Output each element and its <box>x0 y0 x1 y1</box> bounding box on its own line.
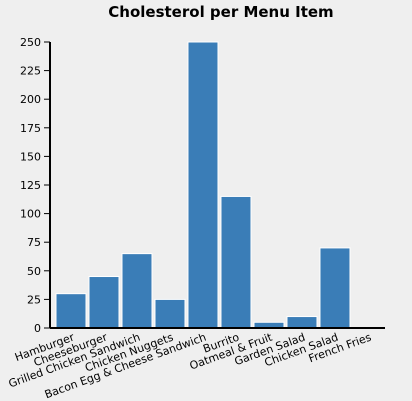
y-tick-label: 225 <box>20 65 41 78</box>
y-tick-label: 25 <box>27 293 41 306</box>
y-tick-label: 0 <box>34 322 41 335</box>
bar <box>88 276 120 329</box>
bar <box>286 316 318 329</box>
bar <box>55 293 87 329</box>
y-axis: 0 25 50 75 100 125 150 175 200 225 250 <box>20 36 51 335</box>
y-tick-label: 125 <box>20 179 41 192</box>
bar <box>319 247 351 329</box>
y-tick-label: 75 <box>27 236 41 249</box>
y-tick-label: 250 <box>20 36 41 49</box>
y-tick-label: 175 <box>20 122 41 135</box>
bar <box>220 195 252 329</box>
y-tick-label: 150 <box>20 150 41 163</box>
y-tick-label: 100 <box>20 208 41 221</box>
bar <box>154 298 186 329</box>
y-tick-label: 50 <box>27 265 41 278</box>
bar <box>121 253 153 329</box>
y-tick-label: 200 <box>20 93 41 106</box>
bar <box>187 41 219 329</box>
chart-title: Cholesterol per Menu Item <box>108 3 333 21</box>
bars-group <box>55 41 351 329</box>
